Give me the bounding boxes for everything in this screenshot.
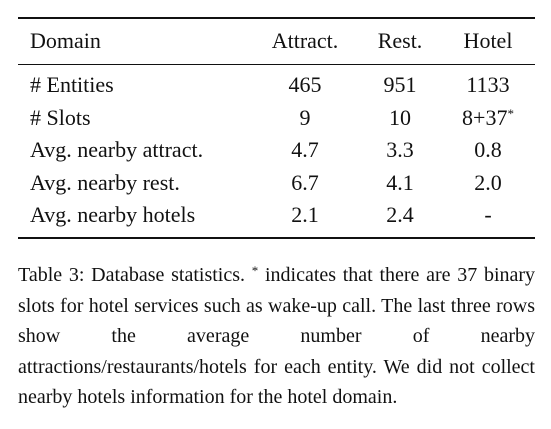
cell: 2.0 — [474, 170, 502, 195]
header-cell: Domain — [30, 28, 101, 53]
cell-sup: * — [507, 106, 514, 121]
caption-text: indicates that there are 37 binary slots… — [18, 264, 536, 408]
row-label: Avg. nearby rest. — [30, 170, 180, 195]
cell: 951 — [383, 72, 417, 97]
row-label: # Entities — [30, 72, 114, 97]
cell: 9 — [299, 105, 311, 130]
cell: 4.1 — [386, 170, 414, 195]
bottom-rule — [18, 237, 535, 239]
cell: - — [484, 202, 492, 227]
cell: 0.8 — [474, 137, 502, 162]
cell-text: 8+37 — [462, 105, 508, 130]
caption: Table 3: Database statistics. * indicate… — [18, 260, 535, 413]
row-label: Avg. nearby hotels — [30, 202, 196, 227]
row-label: Avg. nearby attract. — [30, 137, 204, 162]
row-label: # Slots — [30, 105, 91, 130]
caption-label: Table 3: — [18, 264, 85, 286]
header-cell: Rest. — [377, 28, 423, 53]
header-cell: Attract. — [271, 28, 339, 53]
mid-rule — [18, 64, 535, 65]
cell: 3.3 — [386, 137, 414, 162]
cell: 4.7 — [291, 137, 319, 162]
cell: 465 — [288, 72, 322, 97]
cell: 2.4 — [386, 202, 414, 227]
caption-lead: Database statistics. — [91, 264, 246, 286]
caption-sup: * — [251, 263, 259, 278]
header-cell: Hotel — [463, 28, 513, 53]
cell: 1133 — [466, 72, 510, 97]
cell: 8+37* — [462, 105, 514, 131]
cell: 6.7 — [291, 170, 319, 195]
cell: 2.1 — [291, 202, 319, 227]
cell: 10 — [389, 105, 411, 130]
top-rule — [18, 17, 535, 19]
